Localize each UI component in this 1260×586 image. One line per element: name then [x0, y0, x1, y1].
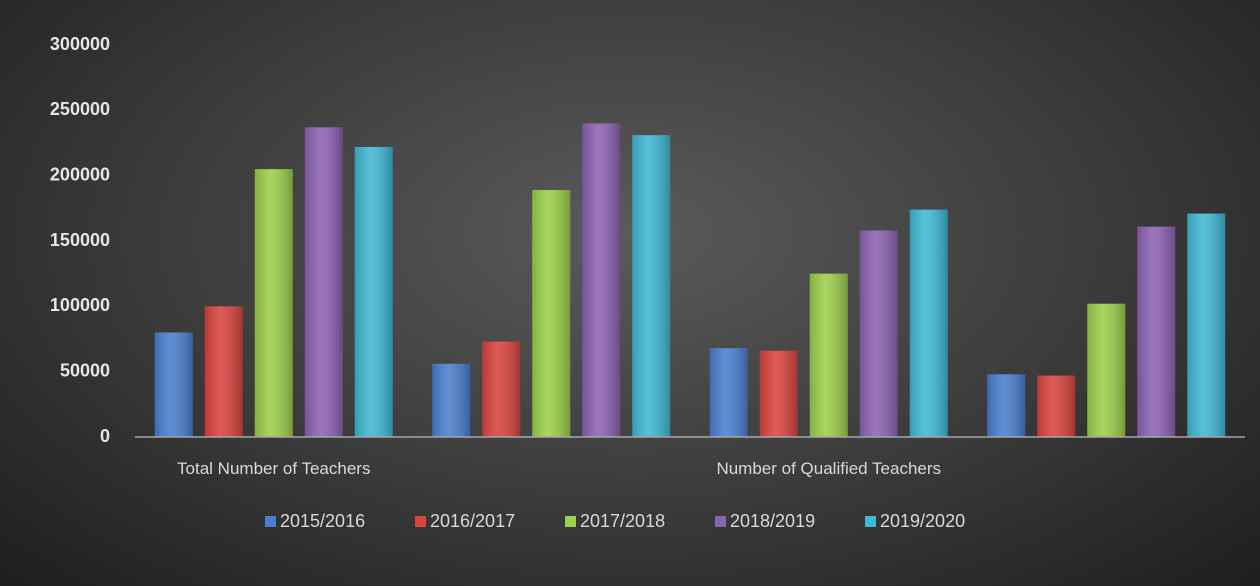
legend-swatch: [715, 516, 726, 527]
y-tick-label: 200000: [50, 164, 110, 184]
bar-shade: [154, 332, 193, 437]
legend-swatch: [865, 516, 876, 527]
bar-shade: [987, 374, 1026, 437]
bar-shade: [304, 127, 343, 437]
y-tick-label: 0: [100, 426, 110, 446]
legend-swatch: [565, 516, 576, 527]
bar-shade: [709, 348, 748, 437]
bar-shade: [632, 135, 671, 437]
bar-shade: [809, 273, 848, 437]
bar-shade: [532, 190, 571, 437]
bar-shade: [1037, 375, 1076, 437]
bar-shade: [759, 350, 798, 437]
bar-shade: [909, 209, 948, 437]
y-tick-label: 100000: [50, 295, 110, 315]
bar-shade: [1087, 303, 1126, 437]
bar-shade: [432, 363, 471, 437]
y-tick-label: 300000: [50, 34, 110, 54]
bar-shade: [482, 341, 521, 437]
bar-shade: [254, 169, 293, 437]
bar-shade: [859, 230, 898, 437]
bar-shade: [582, 123, 621, 438]
y-tick-label: 250000: [50, 99, 110, 119]
bar-shade: [1187, 213, 1226, 437]
legend-label: 2017/2018: [580, 511, 665, 531]
legend-swatch: [265, 516, 276, 527]
legend-label: 2016/2017: [430, 511, 515, 531]
bar-shade: [204, 306, 243, 437]
y-tick-label: 50000: [60, 360, 110, 380]
x-tick-label: Total Number of Teachers: [177, 459, 371, 478]
legend-label: 2019/2020: [880, 511, 965, 531]
y-tick-label: 150000: [50, 230, 110, 250]
legend-swatch: [415, 516, 426, 527]
legend-label: 2015/2016: [280, 511, 365, 531]
legend-label: 2018/2019: [730, 511, 815, 531]
x-tick-label: Number of Qualified Teachers: [716, 459, 942, 478]
bar-shade: [1137, 226, 1176, 437]
bar-shade: [354, 146, 393, 438]
